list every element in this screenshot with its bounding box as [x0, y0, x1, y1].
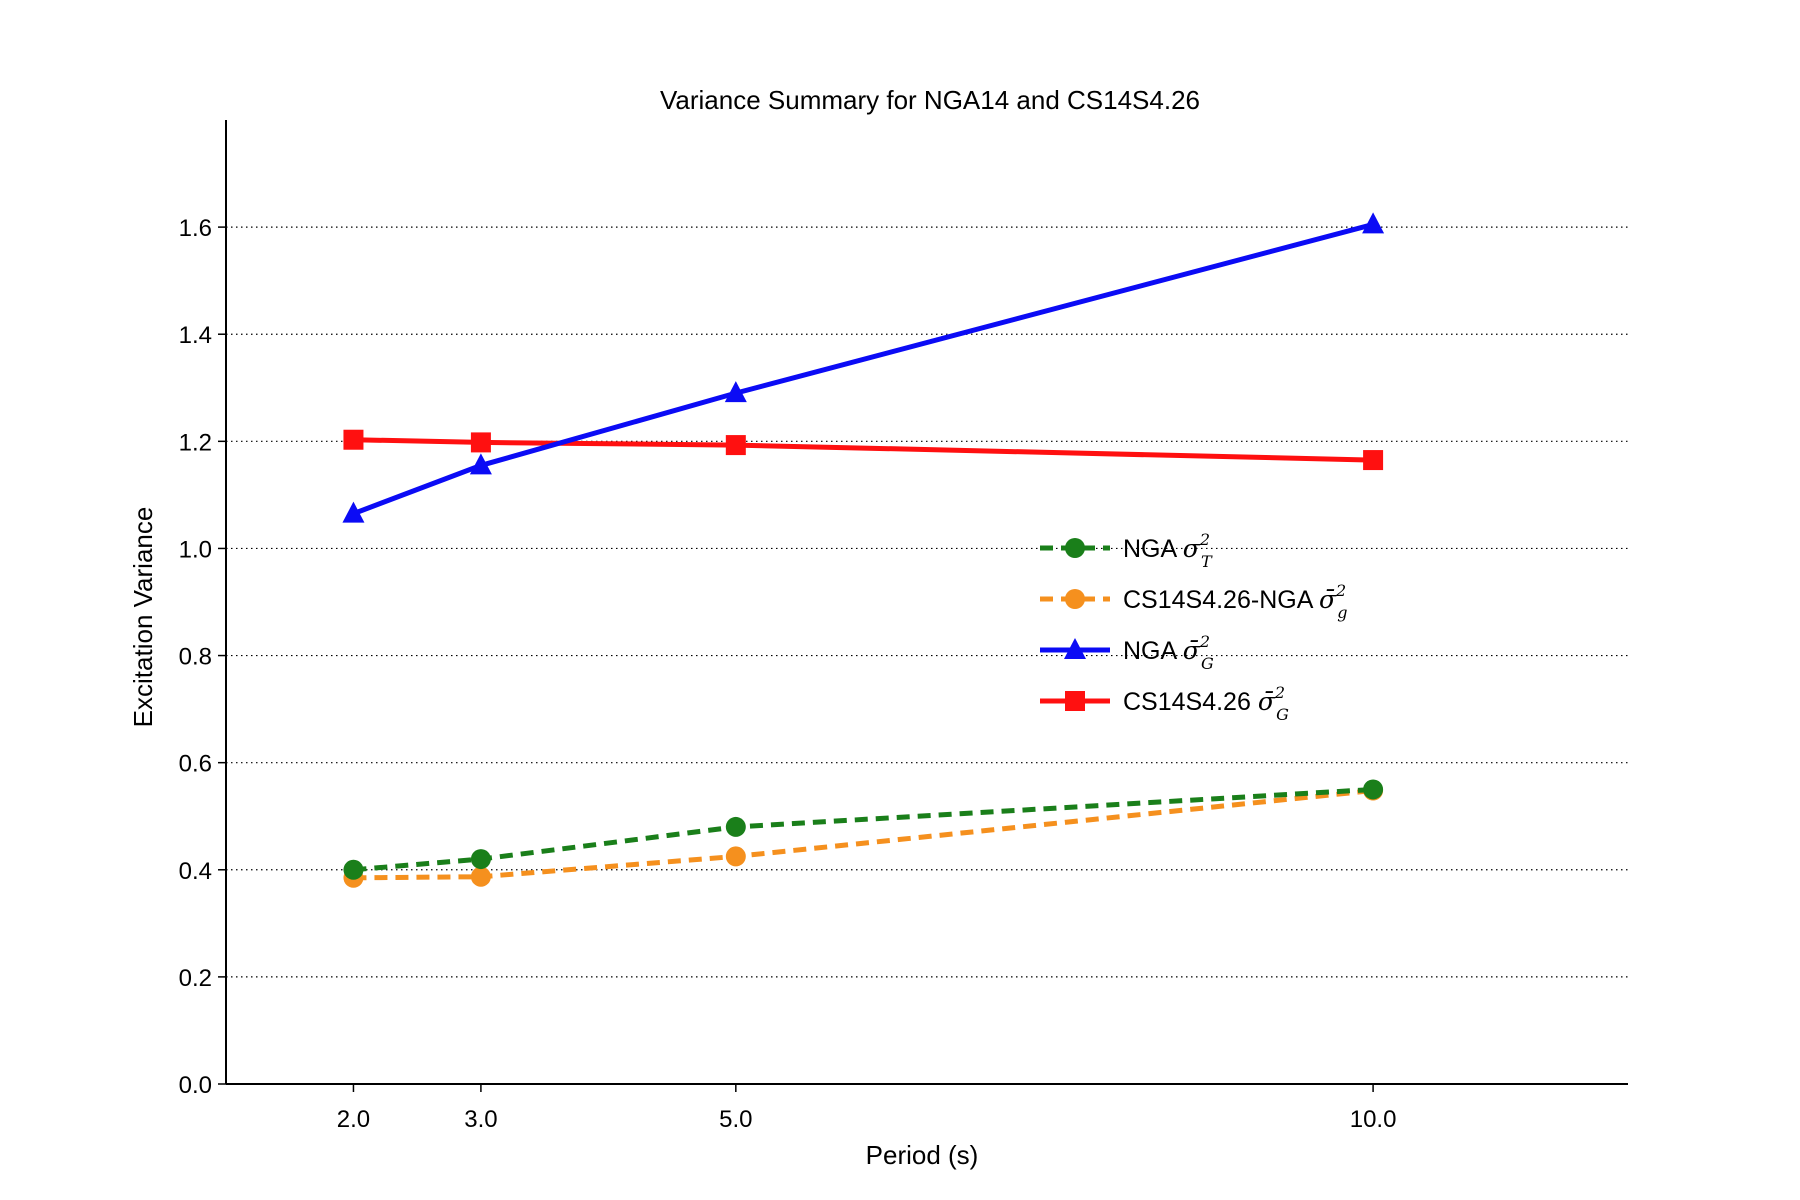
legend-item: CS14S4.26-NGA σ̄2 g: [1040, 581, 1347, 622]
data-point: [470, 866, 491, 887]
legend: NGA σ2 T CS14S4.26-NGA σ̄2 g NGA σ̄2 G CS14S4.…: [1040, 530, 1347, 724]
data-point: [1065, 589, 1085, 609]
data-point: [1363, 450, 1384, 471]
chart-title: Variance Summary for NGA14 and CS14S4.26: [660, 85, 1200, 115]
series-group: [342, 212, 1385, 888]
series-line: [352, 222, 1374, 516]
legend-item: NGA σ̄2 G: [1040, 632, 1214, 673]
y-axis-ticks: 0.0 0.2 0.4 0.6 0.8 1.0 1.2 1.4 1.6: [179, 215, 226, 1099]
data-point: [342, 501, 365, 523]
data-point: [725, 816, 746, 837]
data-point: [725, 846, 746, 867]
series-3: [343, 429, 1384, 471]
legend-item: CS14S4.26 σ̄2 G: [1040, 683, 1289, 724]
y-tick-label: 1.6: [179, 215, 212, 242]
data-point: [1064, 638, 1086, 659]
data-point: [1362, 212, 1385, 234]
x-tick-label: 10.0: [1350, 1106, 1397, 1133]
axes: [225, 120, 1628, 1085]
y-axis-label: Excitation Variance: [128, 507, 158, 728]
data-point: [1363, 779, 1384, 800]
data-point: [725, 435, 746, 456]
y-tick-label: 0.0: [179, 1072, 212, 1099]
data-point: [343, 429, 364, 450]
x-tick-label: 3.0: [464, 1106, 497, 1133]
y-tick-label: 1.0: [179, 536, 212, 563]
data-point: [470, 432, 491, 453]
y-tick-label: 0.4: [179, 858, 212, 885]
x-axis-ticks: 2.0 3.0 5.0 10.0: [337, 1084, 1397, 1133]
y-tick-label: 0.6: [179, 751, 212, 778]
data-point: [343, 859, 364, 880]
series-2: [342, 212, 1385, 523]
legend-label: CS14S4.26 σ̄2 G: [1123, 683, 1289, 724]
series-line: [353, 788, 1374, 881]
y-tick-label: 1.4: [179, 322, 212, 349]
series-0: [343, 779, 1384, 880]
legend-item: NGA σ2 T: [1040, 530, 1213, 571]
legend-label: NGA σ̄2 G: [1123, 632, 1214, 673]
y-tick-label: 1.2: [179, 429, 212, 456]
gridlines: [226, 226, 1628, 978]
series-line: [353, 437, 1374, 463]
data-point: [1065, 538, 1085, 558]
series-1: [343, 780, 1384, 888]
x-tick-label: 2.0: [337, 1106, 370, 1133]
x-tick-label: 5.0: [719, 1106, 752, 1133]
legend-label: NGA σ2 T: [1123, 530, 1213, 571]
data-point: [724, 381, 747, 403]
series-line: [353, 786, 1374, 873]
legend-label: CS14S4.26-NGA σ̄2 g: [1123, 581, 1347, 622]
x-axis-label: Period (s): [866, 1140, 979, 1170]
data-point: [470, 849, 491, 870]
y-tick-label: 0.2: [179, 965, 212, 992]
y-tick-label: 0.8: [179, 644, 212, 671]
data-point: [1065, 691, 1085, 711]
data-point: [469, 453, 492, 475]
